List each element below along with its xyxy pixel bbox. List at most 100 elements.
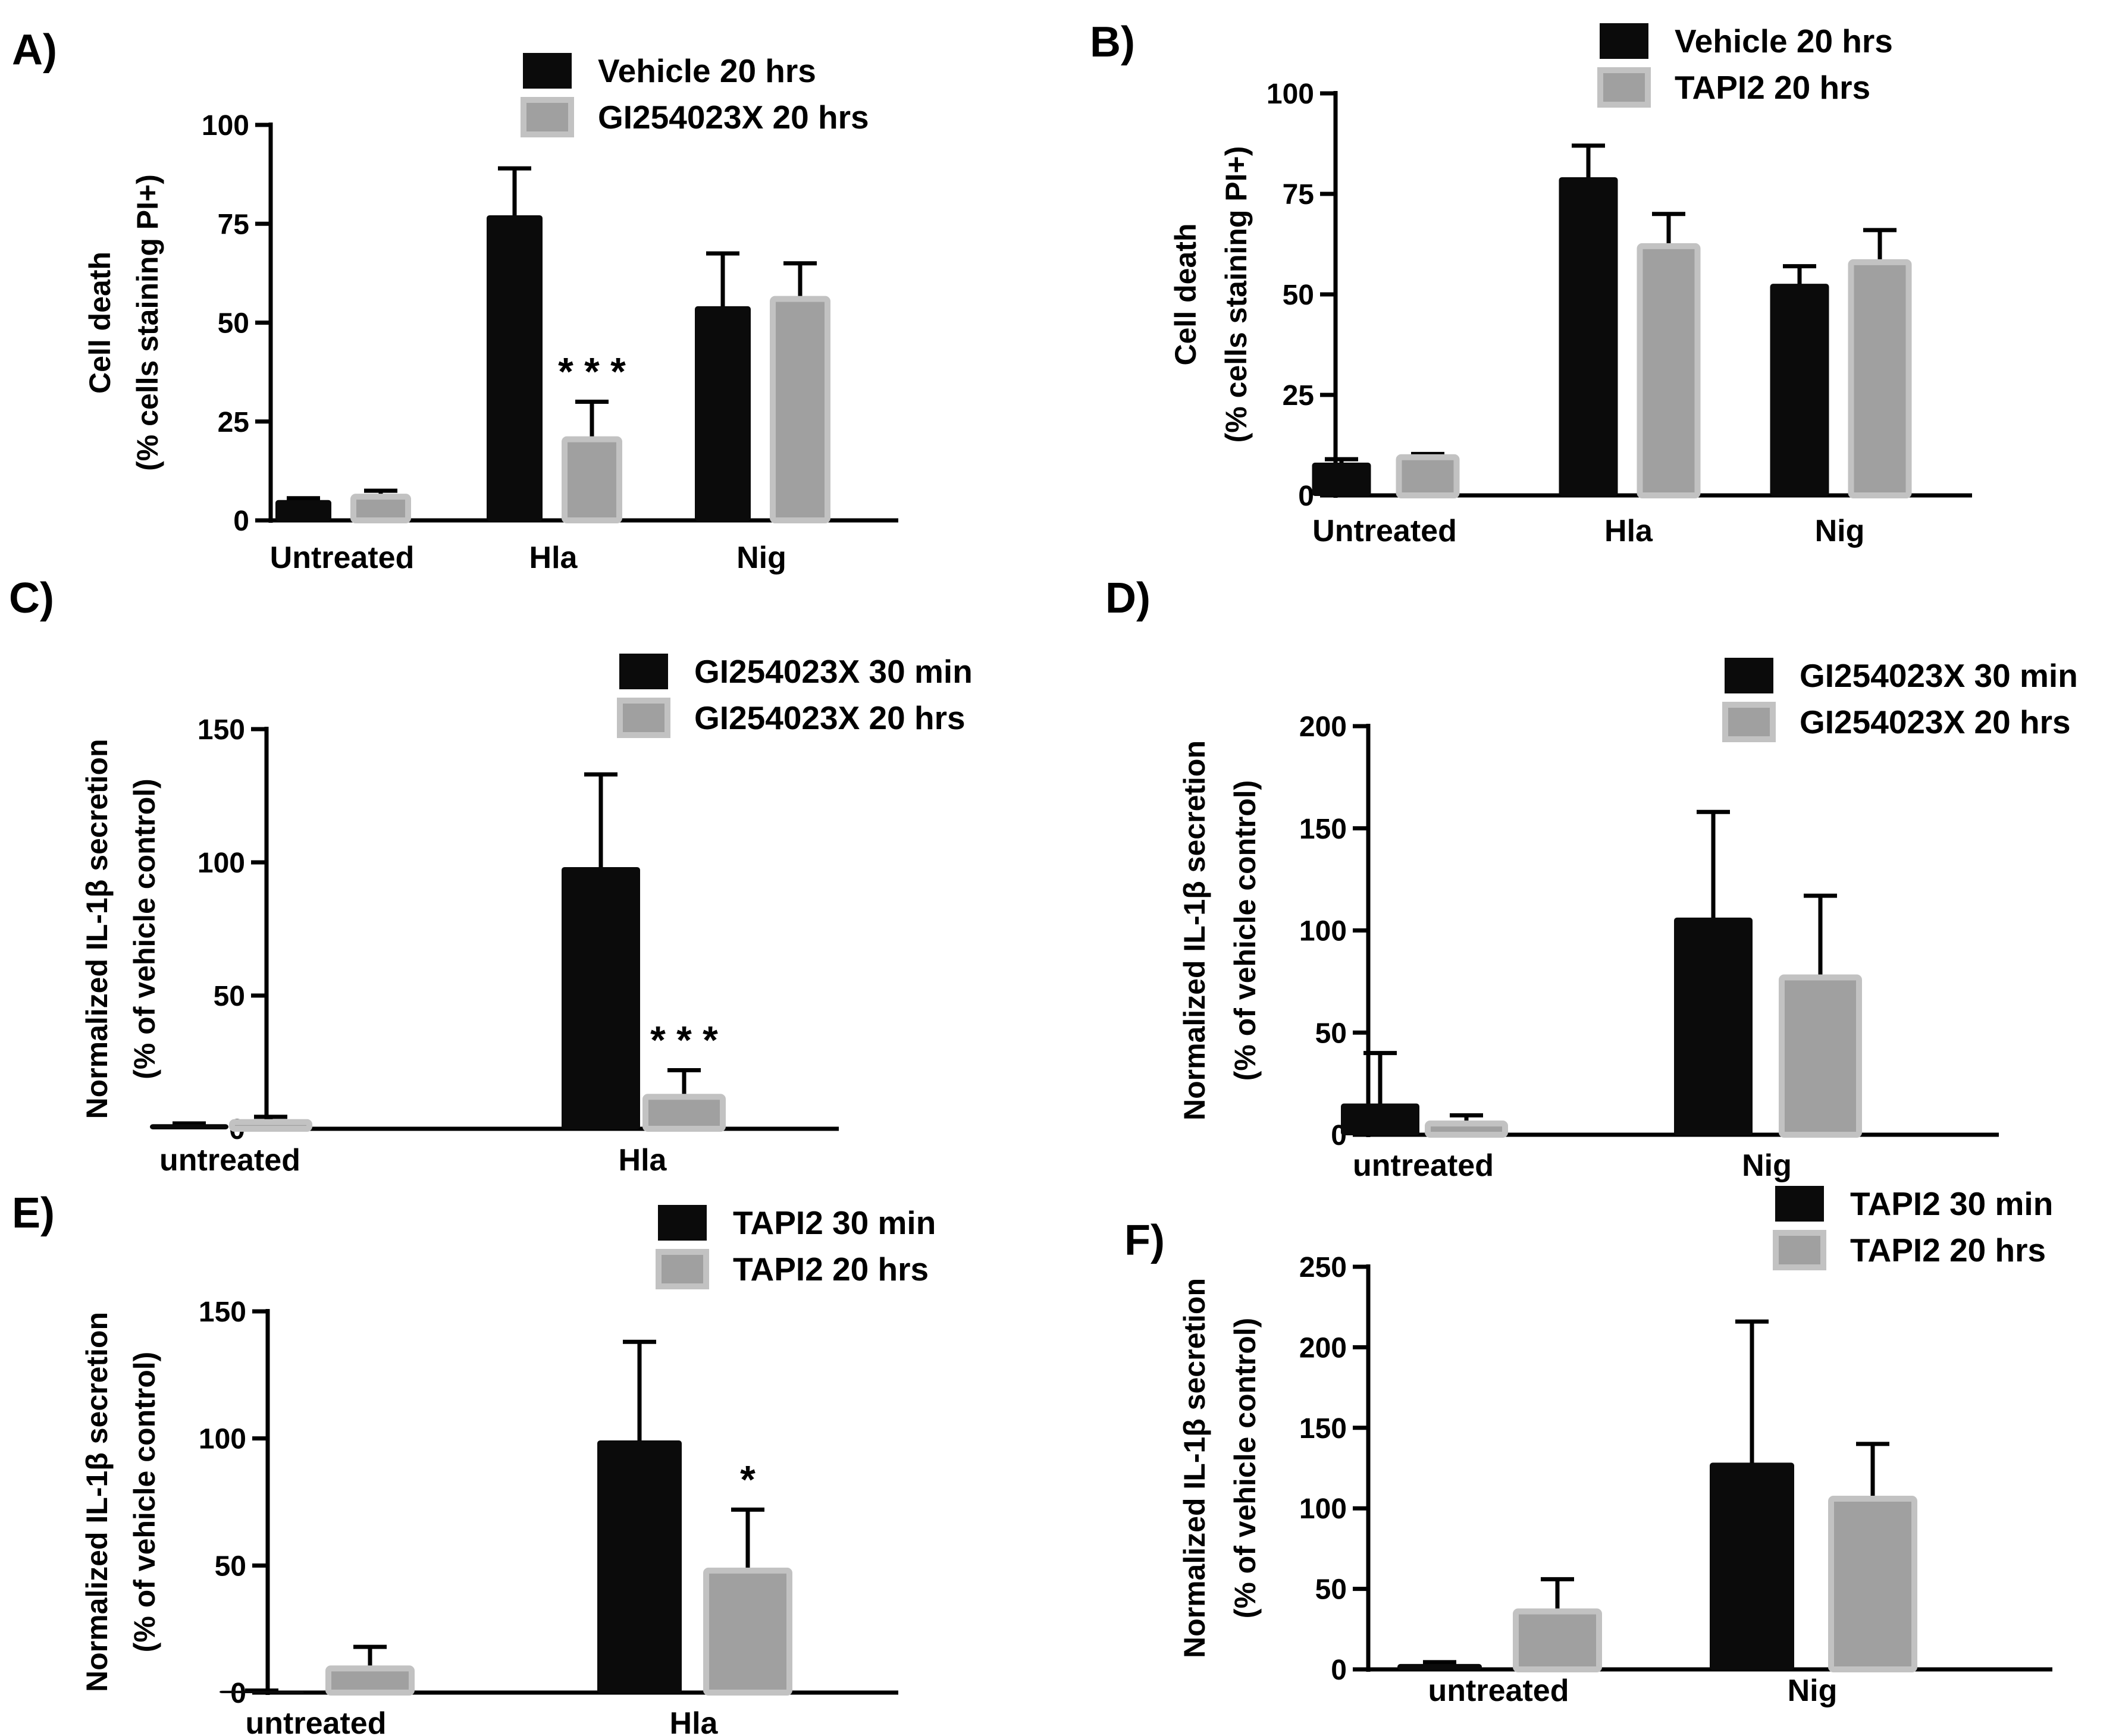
bar: [350, 494, 411, 523]
bar: [1674, 917, 1753, 1135]
x-category-label: untreated: [1428, 1674, 1569, 1708]
y-axis-subtitle: (% of vehicle control): [1228, 780, 1262, 1081]
y-axis-subtitle: (% of vehicle control): [128, 778, 161, 1079]
x-category-label: Untreated: [1312, 514, 1457, 548]
legend-label: TAPI2 20 hrs: [733, 1251, 929, 1288]
legend-swatch: [658, 1205, 707, 1241]
legend-swatch: [521, 97, 574, 137]
legend-label: TAPI2 30 min: [733, 1204, 936, 1241]
bar: [150, 1124, 228, 1130]
panel-label: B): [1090, 18, 1135, 66]
x-category-label: Nig: [1788, 1674, 1838, 1708]
chart-panel-e: E) Normalized IL-1β secretion (% of vehicl…: [12, 1189, 936, 1736]
bar: [1425, 1120, 1508, 1138]
y-axis-title: Normalized IL-1β secretion: [80, 739, 114, 1119]
bar: [642, 1094, 726, 1132]
y-tick-label: 100: [198, 847, 245, 879]
bar: [703, 1567, 792, 1696]
legend-label: GI254023X 30 min: [1800, 657, 2078, 694]
y-tick-label: 150: [198, 714, 245, 746]
x-category-label: Nig: [1815, 514, 1865, 548]
bar: [275, 500, 331, 521]
bar: [597, 1440, 682, 1693]
bar: [562, 436, 622, 523]
x-category-label: Nig: [736, 541, 786, 575]
panel-label: F): [1124, 1217, 1165, 1264]
legend-swatch: [656, 1249, 709, 1289]
y-tick-label: 150: [1299, 814, 1347, 845]
y-tick-label: 50: [1315, 1574, 1347, 1606]
y-axis-subtitle: (% cells staining PI+): [131, 174, 164, 471]
bar: [1396, 454, 1460, 499]
chart-panel-b: B) Cell death (% cells staining PI+) 0 25 50 7…: [1090, 18, 1972, 548]
significance-marker: * * *: [650, 1018, 718, 1062]
panel-label: A): [12, 26, 57, 74]
legend-swatch: [1600, 23, 1648, 59]
legend-label: TAPI2 30 min: [1850, 1185, 2053, 1222]
x-category-label: Nig: [1742, 1148, 1792, 1183]
bar: [770, 296, 830, 523]
y-tick-label: 50: [215, 1550, 246, 1582]
y-tick-label: 100: [1299, 916, 1347, 947]
y-tick-label: 0: [1331, 1655, 1347, 1686]
y-tick-label: 75: [1283, 179, 1314, 211]
x-category-label: Hla: [1604, 514, 1653, 548]
bar: [562, 867, 640, 1129]
y-axis-subtitle: (% cells staining PI+): [1220, 146, 1253, 443]
bar: [1779, 974, 1862, 1138]
bar: [1559, 177, 1618, 496]
legend-swatch: [617, 698, 670, 738]
x-category-label: Hla: [619, 1143, 667, 1178]
y-axis-title: Normalized IL-1β secretion: [80, 1312, 114, 1692]
y-tick-label: 0: [230, 1678, 246, 1709]
legend-swatch: [1773, 1230, 1826, 1270]
y-tick-label: 100: [202, 110, 249, 142]
y-tick-label: 50: [218, 308, 249, 340]
legend-swatch: [1597, 67, 1651, 108]
chart-panel-f: F) Normalized IL-1β secretion (% of vehicl…: [1124, 1185, 2053, 1708]
panel-label: D): [1105, 575, 1151, 622]
legend-swatch: [619, 654, 668, 689]
y-tick-label: 150: [199, 1296, 246, 1328]
legend-label: GI254023X 20 hrs: [694, 699, 966, 736]
bar: [1828, 1495, 1917, 1672]
legend-label: GI254023X 20 hrs: [1800, 704, 2071, 740]
significance-marker: * * *: [558, 350, 626, 394]
bar: [1397, 1663, 1482, 1670]
y-tick-label: 100: [1267, 79, 1314, 110]
chart-panel-d: D) Normalized IL-1β secretion (% of vehicl…: [1105, 575, 2078, 1183]
bar: [1770, 284, 1829, 496]
legend-label: Vehicle 20 hrs: [598, 52, 816, 89]
chart-panel-c: C) Normalized IL-1β secretion (% of vehicl…: [9, 575, 973, 1178]
y-tick-label: 100: [1299, 1493, 1347, 1525]
y-tick-label: 200: [1299, 1332, 1347, 1364]
y-tick-label: 50: [1283, 280, 1314, 311]
bar: [1637, 243, 1701, 498]
y-tick-label: 0: [233, 506, 249, 537]
y-tick-label: 25: [218, 407, 249, 438]
legend-label: TAPI2 20 hrs: [1675, 69, 1870, 106]
legend-swatch: [1722, 702, 1776, 742]
bar: [1312, 462, 1371, 496]
y-tick-label: 25: [1283, 380, 1314, 412]
y-tick-label: 0: [1298, 481, 1314, 512]
y-tick-label: 50: [1315, 1018, 1347, 1049]
x-category-label: untreated: [246, 1706, 387, 1736]
y-axis-title: Cell death: [1169, 224, 1202, 366]
y-tick-label: 75: [218, 209, 249, 240]
panel-label: E): [12, 1189, 55, 1237]
y-tick-label: 100: [199, 1424, 246, 1455]
bar: [1848, 259, 1912, 498]
panel-label: C): [9, 575, 54, 622]
bar: [229, 1119, 312, 1132]
bar: [695, 306, 751, 522]
legend-label: GI254023X 20 hrs: [598, 99, 869, 136]
y-axis-title: Cell death: [83, 252, 117, 394]
y-axis-subtitle: (% of vehicle control): [1228, 1318, 1262, 1619]
legend-swatch: [523, 53, 572, 89]
legend-label: GI254023X 30 min: [694, 653, 973, 690]
y-tick-label: 200: [1299, 711, 1347, 743]
y-tick-label: 150: [1299, 1413, 1347, 1445]
legend-label: TAPI2 20 hrs: [1850, 1232, 2046, 1269]
